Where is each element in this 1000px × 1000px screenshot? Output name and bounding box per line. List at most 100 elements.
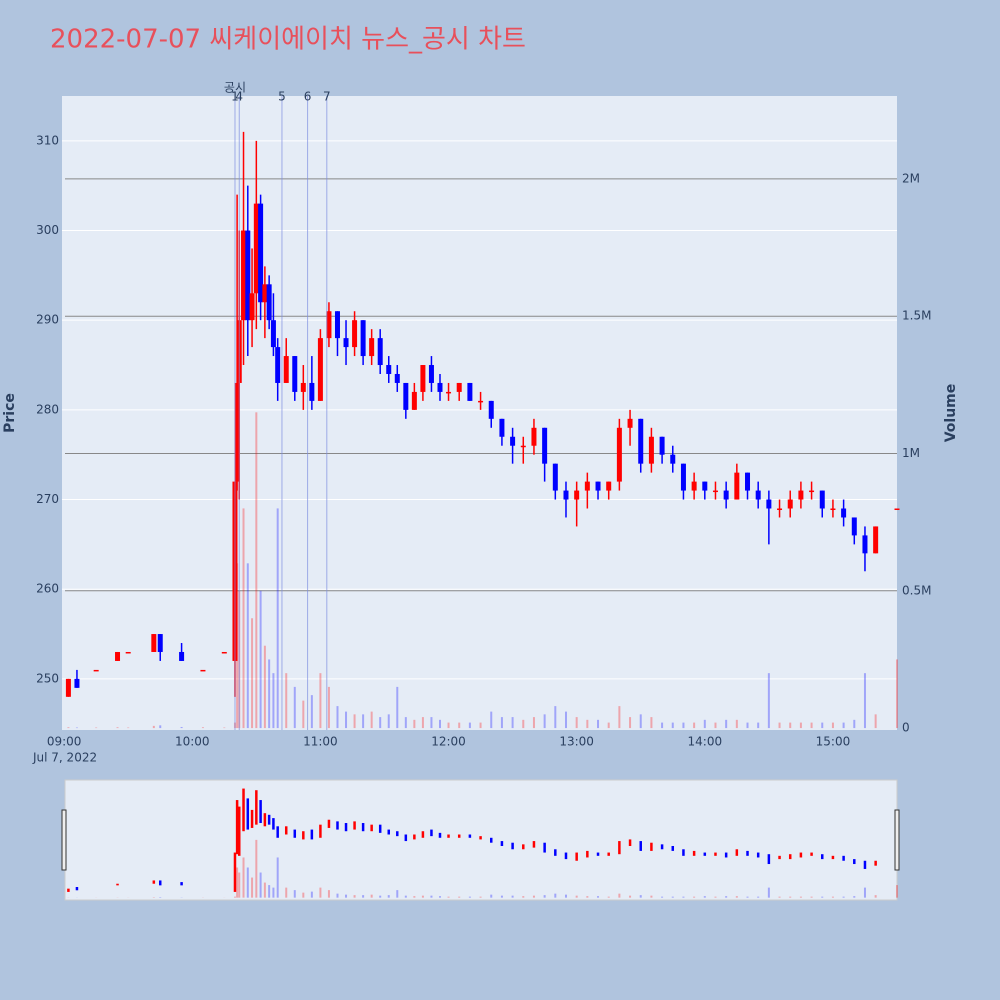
volume-bar	[310, 695, 313, 729]
candle-body	[595, 481, 601, 491]
candle-body	[437, 382, 443, 392]
mini-volume-bar	[842, 896, 845, 898]
candle-body	[680, 463, 686, 491]
candle-body	[798, 490, 804, 500]
mini-volume-bar	[714, 896, 717, 898]
mini-volume-bar	[379, 895, 382, 898]
candle-body	[648, 436, 654, 464]
mini-volume-bar	[586, 896, 589, 898]
volume-bar	[255, 412, 258, 729]
y-tick-label: 310	[36, 133, 59, 147]
candle-body	[627, 418, 633, 428]
range-handle[interactable]	[61, 809, 67, 871]
y-axis-title: Price	[2, 393, 18, 433]
mini-volume-bar	[757, 896, 760, 898]
candle-body	[520, 445, 526, 448]
candle-body	[157, 634, 163, 652]
volume-bar	[302, 700, 305, 729]
volume-bar	[345, 711, 348, 729]
candle-body	[65, 678, 71, 697]
volume-bar	[268, 659, 271, 729]
mini-volume-bar	[238, 872, 241, 898]
x-tick-label: 10:00	[175, 735, 210, 749]
x-tick-label: 15:00	[816, 735, 851, 749]
mini-volume-bar	[682, 896, 685, 898]
volume-bar	[554, 706, 557, 729]
mini-volume-bar	[319, 887, 322, 898]
volume-bar	[757, 722, 760, 729]
mini-volume-bar	[242, 857, 245, 898]
candle-body	[862, 535, 868, 554]
candle-body	[777, 508, 783, 511]
volume-bar	[404, 717, 407, 729]
candle-body	[369, 338, 375, 357]
volume-bar	[831, 722, 834, 729]
candle-body	[584, 481, 590, 491]
candle-body	[179, 651, 185, 661]
candle-body	[809, 490, 815, 493]
volume-bar	[863, 673, 866, 729]
volume-bar	[853, 719, 856, 729]
mini-volume-bar	[421, 895, 424, 898]
mini-volume-bar	[404, 895, 407, 898]
candle-body	[245, 230, 251, 321]
annotation-title: 공시	[224, 81, 246, 95]
mini-volume-bar	[799, 896, 802, 898]
candle-body	[873, 526, 879, 554]
candle-body	[563, 490, 569, 500]
annotation-label: 1	[231, 90, 239, 104]
mini-volume-bar	[345, 894, 348, 898]
volume-bar	[285, 673, 288, 729]
volume-bar	[693, 722, 696, 729]
annotation-label: 5	[278, 90, 286, 104]
mini-volume-bar	[302, 892, 305, 898]
candle-body	[309, 382, 315, 401]
candle-body	[659, 436, 665, 455]
mini-volume-bar	[255, 839, 258, 898]
mini-volume-bar	[853, 896, 856, 898]
volume-bar	[396, 686, 399, 729]
mini-volume-bar	[310, 891, 313, 898]
volume-bar	[263, 645, 266, 729]
candle-body	[317, 338, 323, 401]
candle-body	[262, 284, 268, 303]
volume-bar	[259, 590, 262, 729]
volume-bar	[236, 563, 239, 729]
y-tick-label: 270	[36, 492, 59, 506]
volume-bar	[735, 719, 738, 729]
mini-volume-bar	[597, 896, 600, 898]
candle-body	[241, 230, 247, 321]
y2-tick-label: 0.5M	[902, 583, 931, 597]
volume-bar	[362, 714, 365, 729]
volume-bar	[522, 719, 525, 729]
volume-bar	[293, 686, 296, 729]
candle-body	[851, 517, 857, 536]
volume-bar	[246, 563, 249, 729]
volume-bar	[421, 717, 424, 729]
range-slider[interactable]	[64, 779, 898, 901]
mini-volume-bar	[575, 895, 578, 898]
candle-body	[234, 382, 240, 482]
mini-volume-bar	[500, 895, 503, 898]
candle-body	[841, 508, 847, 518]
volume-bar	[447, 722, 450, 729]
volume-bar	[821, 722, 824, 729]
volume-bar	[842, 722, 845, 729]
mini-volume-bar	[327, 890, 330, 898]
mini-volume-bar	[438, 896, 441, 898]
mini-volume-bar	[564, 894, 567, 898]
volume-bar	[327, 686, 330, 729]
range-handle[interactable]	[894, 809, 900, 871]
candle-body	[734, 472, 740, 500]
mini-volume-bar	[233, 896, 236, 898]
mini-volume-bar	[693, 896, 696, 898]
mini-volume-bar	[285, 887, 288, 898]
mini-volume-bar	[362, 895, 365, 898]
mini-volume-bar	[447, 896, 450, 898]
candle-body	[830, 508, 836, 511]
volume-bar	[159, 725, 162, 729]
y2-tick-label: 0	[902, 721, 910, 735]
candle-body	[488, 400, 494, 419]
mini-volume-bar	[490, 894, 493, 898]
mini-volume-bar	[268, 885, 271, 898]
